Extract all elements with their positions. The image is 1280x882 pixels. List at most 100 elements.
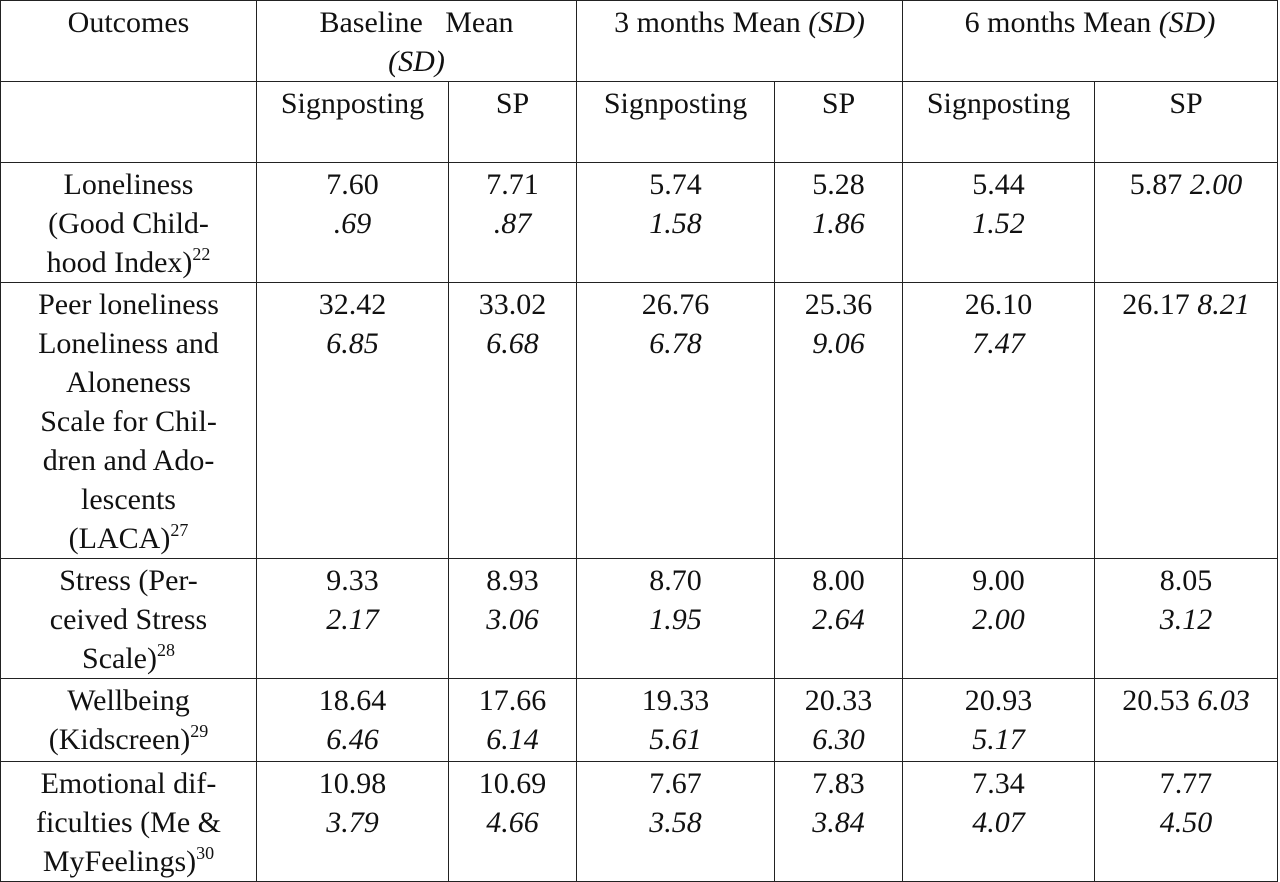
sd-value: 2.17: [326, 603, 379, 636]
header-6-months-label: 6 months Mean: [964, 6, 1159, 39]
mean-value: 10.69: [478, 767, 547, 800]
mean-value: 10.98: [318, 767, 387, 800]
sd-value: 4.50: [1159, 806, 1213, 839]
header-3-months-label: 3 months Mean: [614, 6, 809, 39]
value-cell: 19.33 5.61: [576, 678, 776, 762]
row-label-text: MyFeelings): [42, 845, 197, 878]
subheader-3m-signposting: Signposting: [576, 81, 776, 163]
mean-value: 20.33: [804, 684, 873, 717]
mean-value: 5.74: [649, 168, 702, 201]
mean-value: 26.10: [964, 288, 1033, 321]
mean-value: 9.33: [326, 564, 379, 597]
sd-value: 7.47: [972, 327, 1025, 360]
sd-value: 6.85: [326, 327, 379, 360]
value-cell: 9.00 2.00: [902, 558, 1096, 679]
mean-value: 7.71: [486, 168, 539, 201]
value-cell: 10.98 3.79: [256, 761, 449, 882]
value-cell: 7.67 3.58: [576, 761, 776, 882]
value-cell: 20.33 6.30: [774, 678, 904, 762]
value-cell: 5.28 1.86: [774, 162, 904, 283]
row-label-line: Scale for Chil-: [40, 405, 217, 438]
sd-value: 6.78: [649, 327, 702, 360]
row-label-line: Aloneness: [66, 366, 191, 399]
row-label-line: hood Index)22: [3, 243, 254, 282]
table-row-stress: Stress (Per-ceived Stress Scale)28 9.33 2.1…: [0, 558, 1279, 679]
row-label-text: hood Index): [46, 246, 193, 279]
sd-value: 5.17: [972, 723, 1025, 756]
value-cell: 7.83 3.84: [774, 761, 904, 882]
header-baseline-sd: (SD): [388, 45, 445, 78]
value-cell: 9.33 2.17: [256, 558, 449, 679]
mean-value: 8.93: [486, 564, 539, 597]
sd-value: 2.00: [1189, 168, 1243, 201]
row-label-text: (Kidscreen): [48, 723, 191, 756]
row-label-line: Emotional dif-: [40, 767, 217, 800]
mean-value: 7.34: [972, 767, 1025, 800]
row-label-line: ficulties (Me &: [36, 806, 221, 839]
header-outcomes: Outcomes: [0, 0, 257, 82]
sd-value: 3.06: [486, 603, 539, 636]
table-row-wellbeing: Wellbeing (Kidscreen)29 18.64 6.46 17.66 6.14…: [0, 678, 1279, 762]
reference-superscript: 22: [192, 244, 211, 264]
row-label-line: (Good Child-: [48, 207, 209, 240]
subheader-blank: [0, 81, 257, 163]
mean-value: 7.83: [812, 767, 865, 800]
sd-value: 6.46: [326, 723, 379, 756]
row-label-line: Stress (Per-: [59, 564, 198, 597]
value-cell: 7.60 .69: [256, 162, 449, 283]
table-row-peer-loneliness: Peer loneliness Loneliness and Aloneness Sc…: [0, 282, 1279, 559]
row-label: Peer loneliness Loneliness and Aloneness Sc…: [0, 282, 257, 559]
value-cell: 7.34 4.07: [902, 761, 1096, 882]
row-label: Emotional dif-ficulties (Me & MyFeelings)…: [0, 761, 257, 882]
value-cell: 26.17 8.21: [1094, 282, 1279, 559]
mean-value: 20.53: [1122, 684, 1190, 717]
subheader-baseline-signposting: Signposting: [256, 81, 449, 163]
row-label: Loneliness (Good Child-hood Index)22: [0, 162, 257, 283]
sd-value: .87: [493, 207, 532, 240]
sd-value: 5.61: [649, 723, 702, 756]
header-6-months-sd: (SD): [1158, 6, 1216, 39]
value-cell: 7.77 4.50: [1094, 761, 1279, 882]
sd-value: 1.58: [649, 207, 702, 240]
table-row-loneliness: Loneliness (Good Child-hood Index)22 7.60.…: [0, 162, 1279, 283]
mean-value: 33.02: [478, 288, 547, 321]
value-cell: 7.71 .87: [447, 162, 578, 283]
row-label-line: ceived Stress: [49, 603, 208, 636]
sd-value: 2.64: [812, 603, 865, 636]
row-label-line: Loneliness: [63, 168, 194, 201]
value-cell: 8.00 2.64: [774, 558, 904, 679]
mean-value: 7.67: [649, 767, 702, 800]
subheader-6m-sp: SP: [1094, 81, 1279, 163]
row-label-line: Wellbeing: [67, 684, 190, 717]
sd-value: 6.14: [486, 723, 539, 756]
sd-value: .69: [333, 207, 372, 240]
row-label-line: (LACA)27: [3, 519, 254, 558]
value-cell: 32.42 6.85: [256, 282, 449, 559]
row-label-line: Scale)28: [3, 639, 254, 678]
header-row: Outcomes Baseline Mean (SD) 3 months Mea…: [0, 0, 1279, 82]
mean-value: 32.42: [318, 288, 387, 321]
value-cell: 5.44 1.52: [902, 162, 1096, 283]
reference-superscript: 27: [170, 520, 189, 540]
sd-value: 4.66: [486, 806, 539, 839]
reference-superscript: 30: [196, 843, 215, 863]
value-cell: 10.69 4.66: [447, 761, 578, 882]
subheader-row: Signposting SP Signposting SP Signpostin…: [0, 81, 1279, 163]
row-label-line: MyFeelings)30: [3, 842, 254, 881]
mean-value: 19.33: [641, 684, 710, 717]
sd-value: 3.58: [649, 806, 702, 839]
mean-value: 5.87: [1129, 168, 1183, 201]
row-label-line: lescents: [81, 483, 176, 516]
row-label-line: Loneliness and: [38, 327, 219, 360]
value-cell: 33.02 6.68: [447, 282, 578, 559]
value-cell: 8.70 1.95: [576, 558, 776, 679]
row-label: Stress (Per-ceived Stress Scale)28: [0, 558, 257, 679]
sd-value: 6.68: [486, 327, 539, 360]
sd-value: 1.86: [812, 207, 865, 240]
mean-value: 5.28: [812, 168, 865, 201]
mean-value: 5.44: [972, 168, 1025, 201]
value-cell: 20.53 6.03: [1094, 678, 1279, 762]
sd-value: 6.03: [1197, 684, 1250, 717]
mean-value: 7.60: [326, 168, 379, 201]
